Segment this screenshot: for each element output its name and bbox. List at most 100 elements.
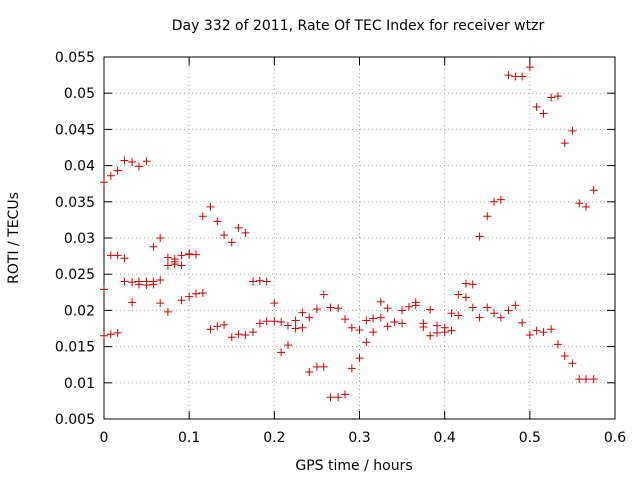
data-point (298, 323, 307, 332)
data-point (283, 341, 292, 350)
data-point (298, 308, 307, 317)
data-point (185, 292, 194, 301)
data-point (553, 92, 562, 101)
data-point (575, 199, 584, 208)
data-point (433, 321, 442, 330)
data-point (454, 311, 463, 320)
data-point (461, 293, 470, 302)
data-point (319, 290, 328, 299)
data-point (426, 305, 435, 314)
data-point (142, 281, 151, 290)
data-point (454, 290, 463, 299)
data-point (134, 280, 143, 289)
y-tick-label: 0.025 (55, 267, 95, 283)
data-point (149, 242, 158, 251)
data-point (106, 251, 115, 260)
data-point (227, 333, 236, 342)
data-point (411, 301, 420, 310)
data-point (291, 316, 300, 325)
data-point (341, 390, 350, 399)
data-point (560, 352, 569, 361)
data-point (262, 277, 271, 286)
data-point (305, 313, 314, 322)
data-point (383, 322, 392, 331)
data-point (206, 202, 215, 211)
data-point (234, 330, 243, 339)
data-point (347, 323, 356, 332)
data-point (334, 304, 343, 313)
data-point (249, 277, 258, 286)
data-point (475, 313, 484, 322)
x-tick-label: 0.4 (434, 430, 456, 446)
axis-ticks: 0.005 0.01 0.015 0.02 0.025 0.03 0.035 0.04 0.04… (55, 50, 626, 446)
x-axis-label: GPS time / hours (295, 458, 412, 474)
data-point (539, 328, 548, 337)
data-point (241, 331, 250, 340)
data-point (312, 304, 321, 313)
data-point (582, 202, 591, 211)
data-point (483, 212, 492, 221)
data-point (262, 317, 271, 326)
data-point (100, 178, 108, 187)
data-point (390, 317, 399, 326)
y-tick-label: 0.05 (64, 86, 95, 102)
data-point (369, 314, 378, 323)
data-point (220, 231, 229, 240)
plot-frame (103, 56, 616, 420)
data-point (241, 228, 250, 237)
data-point (142, 157, 151, 166)
x-tick-label: 0.5 (519, 430, 541, 446)
data-point (113, 251, 122, 260)
data-point (355, 354, 364, 363)
y-tick-label: 0.02 (64, 303, 95, 319)
y-tick-label: 0.01 (64, 376, 95, 392)
gridlines (104, 57, 615, 419)
data-point (120, 254, 129, 263)
data-point (100, 285, 108, 294)
data-point (213, 322, 222, 331)
data-point (490, 197, 499, 206)
data-point (496, 195, 505, 204)
data-point (568, 126, 577, 135)
data-point (283, 321, 292, 330)
data-point (156, 299, 165, 308)
data-point (270, 299, 279, 308)
data-point (234, 223, 243, 232)
data-point (134, 162, 143, 171)
data-point (355, 325, 364, 334)
data-point (504, 306, 513, 315)
data-point (177, 296, 186, 305)
data-point (341, 315, 350, 324)
data-point (128, 278, 137, 287)
data-point (128, 298, 137, 307)
data-point (191, 289, 200, 298)
data-point (589, 186, 598, 195)
data-point (539, 109, 548, 118)
data-point (156, 275, 165, 284)
data-point (305, 367, 314, 376)
y-tick-label: 0.04 (64, 159, 95, 175)
x-tick-label: 0.3 (348, 430, 370, 446)
data-point (362, 316, 371, 325)
data-point (547, 93, 556, 102)
data-point (277, 348, 286, 357)
data-point (326, 303, 335, 312)
data-point (483, 303, 492, 312)
data-point (376, 297, 385, 306)
data-point (163, 253, 172, 262)
data-point (120, 156, 129, 165)
data-point (312, 362, 321, 371)
data-point (468, 280, 477, 289)
data-point (170, 260, 179, 269)
data-point (511, 72, 520, 81)
data-point (525, 63, 534, 72)
y-tick-label: 0.03 (64, 231, 95, 247)
data-point (277, 317, 286, 326)
data-point (163, 307, 172, 316)
data-point (560, 139, 569, 148)
chart-title: Day 332 of 2011, Rate Of TEC Index for r… (172, 18, 545, 34)
data-point (185, 250, 194, 259)
data-points (100, 63, 598, 402)
y-tick-label: 0.035 (55, 195, 95, 211)
